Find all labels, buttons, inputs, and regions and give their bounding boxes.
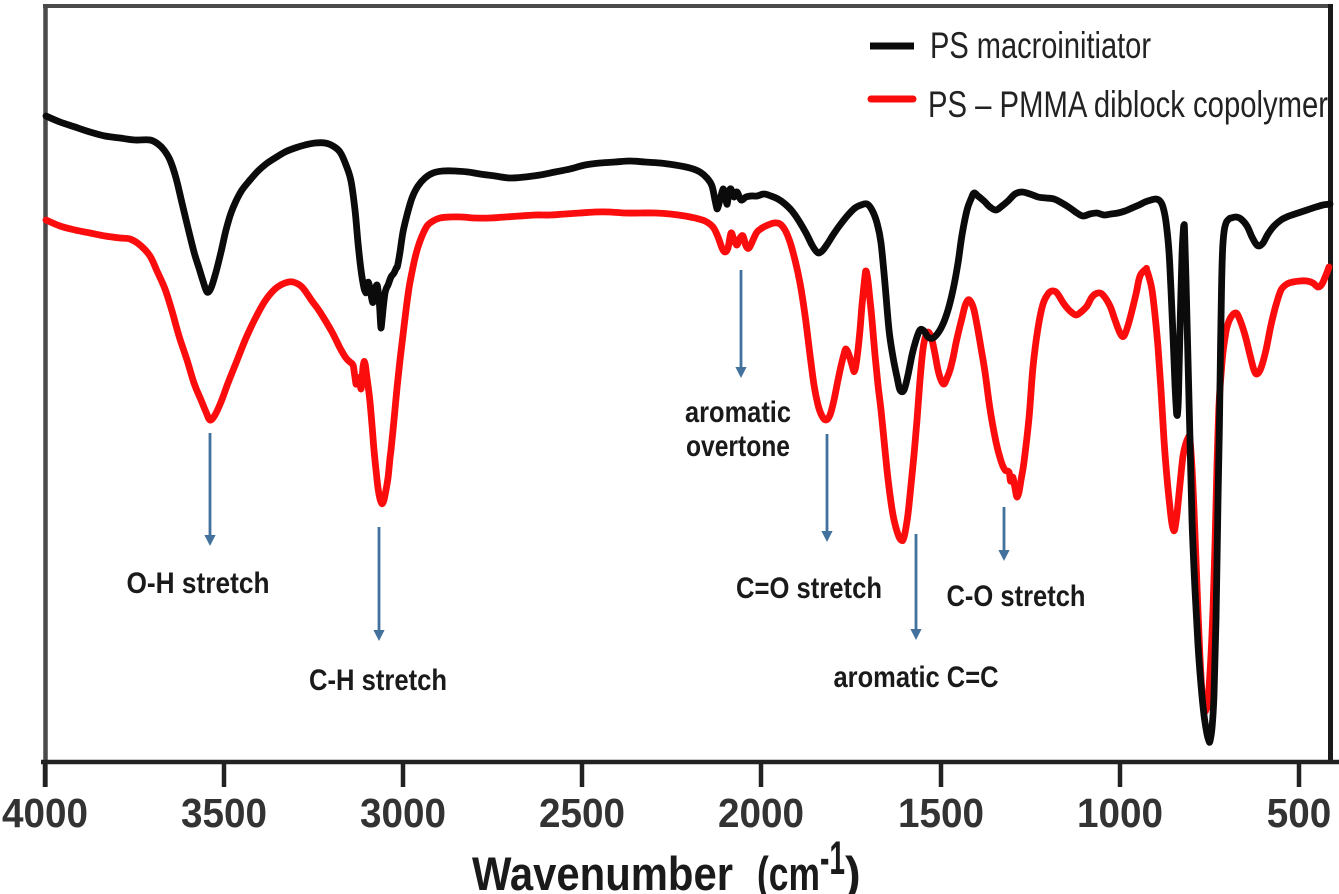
- svg-text:3500: 3500: [181, 790, 267, 836]
- svg-text:overtone: overtone: [686, 430, 790, 463]
- svg-text:-1: -1: [820, 831, 845, 884]
- svg-text:Wavenumber: Wavenumber: [472, 847, 733, 894]
- svg-text:O-H stretch: O-H stretch: [127, 567, 270, 600]
- svg-text:aromatic: aromatic: [685, 396, 791, 429]
- svg-text:1500: 1500: [898, 790, 984, 836]
- svg-text:4000: 4000: [2, 790, 88, 836]
- svg-text:(cm: (cm: [757, 847, 820, 894]
- svg-text:): ): [845, 847, 861, 894]
- svg-text:PS – PMMA diblock copolymer: PS – PMMA diblock copolymer: [928, 84, 1328, 125]
- svg-text:3000: 3000: [360, 790, 446, 836]
- svg-text:2000: 2000: [718, 790, 804, 836]
- svg-text:PS macroinitiator: PS macroinitiator: [930, 25, 1151, 66]
- svg-text:C-O stretch: C-O stretch: [947, 580, 1086, 613]
- svg-text:1000: 1000: [1077, 790, 1163, 836]
- svg-text:C=O stretch: C=O stretch: [736, 572, 882, 605]
- svg-text:C-H stretch: C-H stretch: [309, 664, 447, 697]
- svg-text:aromatic C=C: aromatic C=C: [834, 661, 999, 694]
- svg-text:2500: 2500: [539, 790, 625, 836]
- svg-text:500: 500: [1267, 790, 1332, 836]
